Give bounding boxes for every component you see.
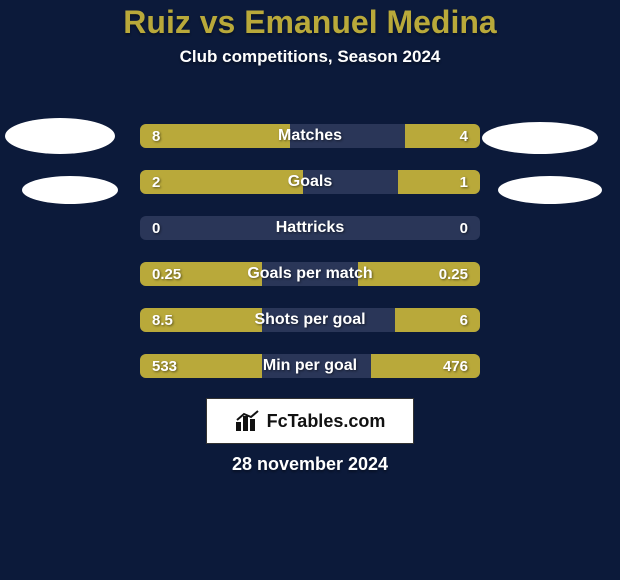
stat-label: Matches	[140, 124, 480, 148]
stat-row: Goals per match0.25 0.25	[140, 262, 480, 286]
date-label: 28 november 2024	[0, 454, 620, 475]
stat-value-left: 533	[152, 354, 177, 378]
stat-value-right: 1	[460, 170, 468, 194]
stat-label: Goals	[140, 170, 480, 194]
stat-row: Min per goal533 476	[140, 354, 480, 378]
stat-value-left: 0	[152, 216, 160, 240]
stat-label: Goals per match	[140, 262, 480, 286]
stat-label: Shots per goal	[140, 308, 480, 332]
stat-value-right: 6	[460, 308, 468, 332]
logo-text: FcTables.com	[267, 411, 386, 432]
stat-value-left: 2	[152, 170, 160, 194]
player-right-photo	[482, 122, 598, 154]
player-right-photo-secondary	[498, 176, 602, 204]
bars-icon	[235, 410, 261, 432]
stat-value-left: 8.5	[152, 308, 173, 332]
stat-row: Matches8 4	[140, 124, 480, 148]
stat-value-left: 0.25	[152, 262, 181, 286]
stat-value-right: 476	[443, 354, 468, 378]
subtitle: Club competitions, Season 2024	[0, 47, 620, 67]
stat-value-right: 0.25	[439, 262, 468, 286]
stat-row: Shots per goal8.5 6	[140, 308, 480, 332]
stats-table: Matches8 4 Goals2 1 Hattricks0 0 Goals per mat…	[140, 124, 480, 400]
stat-row: Hattricks0 0	[140, 216, 480, 240]
stat-value-right: 4	[460, 124, 468, 148]
stat-label: Hattricks	[140, 216, 480, 240]
stat-value-left: 8	[152, 124, 160, 148]
comparison-card: Ruiz vs Emanuel Medina Club competitions…	[0, 0, 620, 580]
stat-label: Min per goal	[140, 354, 480, 378]
page-title: Ruiz vs Emanuel Medina	[0, 0, 620, 41]
stat-row: Goals2 1	[140, 170, 480, 194]
fctables-logo[interactable]: FcTables.com	[206, 398, 414, 444]
stat-value-right: 0	[460, 216, 468, 240]
player-left-photo	[5, 118, 115, 154]
player-left-photo-secondary	[22, 176, 118, 204]
